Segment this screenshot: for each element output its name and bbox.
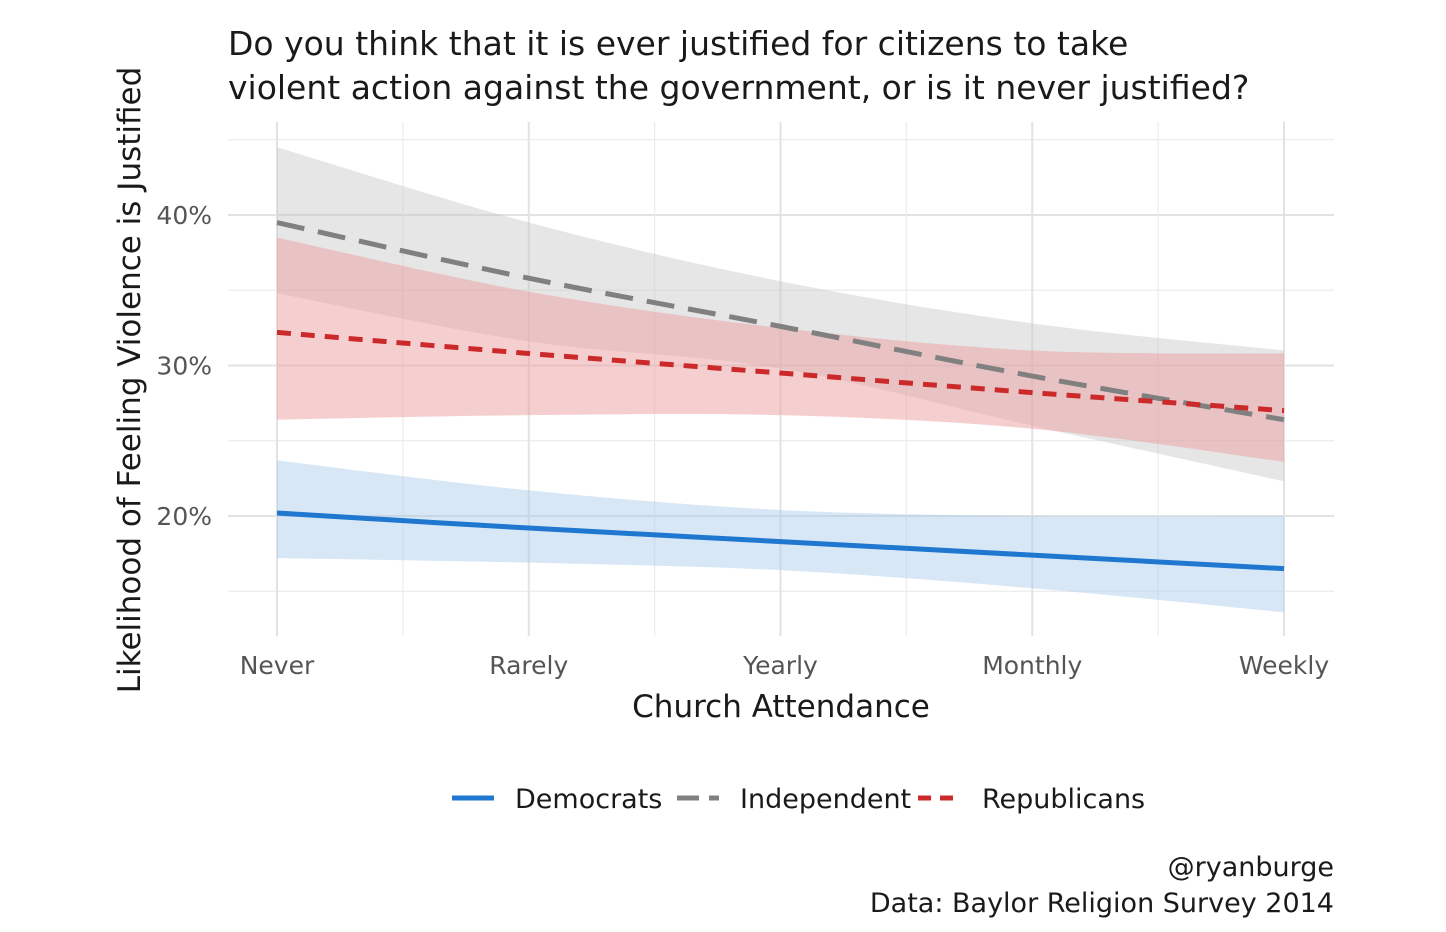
x-tick-labels: Never Rarely Yearly Monthly Weekly	[240, 651, 1330, 680]
chart-title-line-2: violent action against the government, o…	[228, 68, 1249, 107]
legend: Democrats Independent Republicans	[452, 784, 1145, 815]
caption-handle: @ryanburge	[1168, 852, 1334, 883]
y-axis-title: Likelihood of Feeling Violence is Justif…	[112, 67, 148, 694]
confidence-bands	[277, 147, 1284, 613]
caption-source: Data: Baylor Religion Survey 2014	[870, 888, 1334, 919]
y-tick-label: 40%	[156, 201, 212, 230]
legend-label-democrats: Democrats	[515, 784, 662, 815]
legend-label-republicans: Republicans	[982, 784, 1145, 815]
x-tick-label: Monthly	[982, 651, 1082, 680]
y-tick-label: 20%	[156, 502, 212, 531]
line-independent	[276, 220, 1285, 423]
x-tick-label: Yearly	[742, 651, 818, 680]
x-tick-label: Rarely	[489, 651, 568, 680]
chart-title-line-1: Do you think that it is ever justified f…	[228, 24, 1128, 63]
band-republicans	[277, 237, 1284, 462]
x-tick-label: Never	[240, 651, 315, 680]
legend-label-independent: Independent	[740, 784, 911, 815]
y-tick-labels: 20% 30% 40%	[156, 201, 212, 531]
x-tick-label: Weekly	[1239, 651, 1329, 680]
band-democrats	[277, 460, 1284, 613]
line-democrats	[276, 510, 1285, 572]
line-republicans	[276, 329, 1285, 414]
x-axis-title: Church Attendance	[632, 689, 930, 725]
y-tick-label: 30%	[156, 352, 212, 381]
series-lines	[276, 220, 1285, 572]
